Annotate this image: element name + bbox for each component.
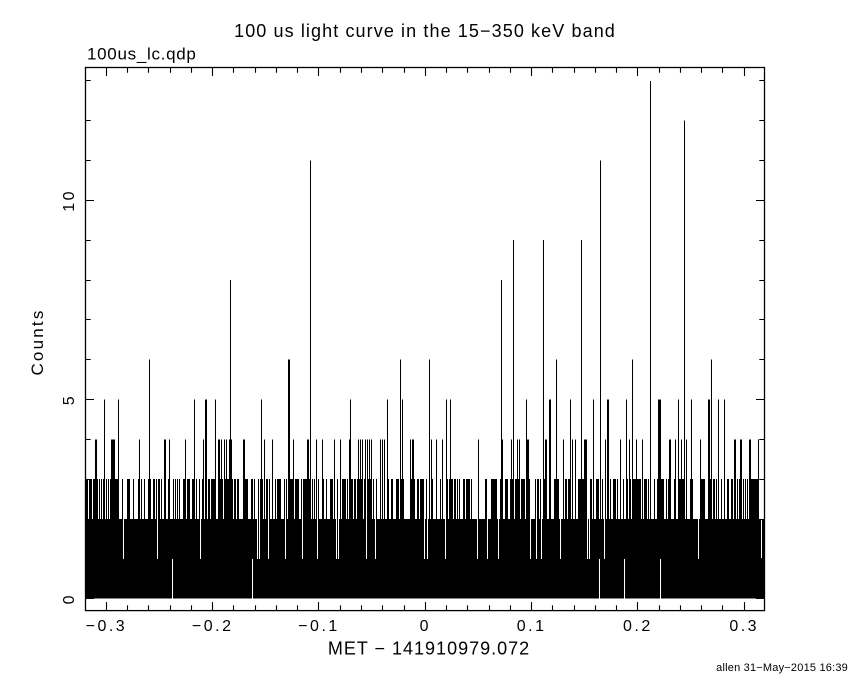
svg-text:0.2: 0.2 xyxy=(623,618,653,635)
svg-text:100 us light curve in the 15−3: 100 us light curve in the 15−350 keV ban… xyxy=(234,21,616,41)
svg-text:5: 5 xyxy=(61,394,78,405)
svg-text:0.3: 0.3 xyxy=(729,618,759,635)
svg-text:MET − 141910979.072: MET − 141910979.072 xyxy=(328,639,530,659)
svg-text:−0.1: −0.1 xyxy=(298,618,340,635)
svg-text:10: 10 xyxy=(61,189,78,212)
svg-text:0: 0 xyxy=(61,593,78,604)
svg-text:−0.2: −0.2 xyxy=(192,618,234,635)
svg-text:0: 0 xyxy=(420,618,431,635)
svg-text:allen 31−May−2015 16:39: allen 31−May−2015 16:39 xyxy=(716,662,848,674)
svg-text:100us_lc.qdp: 100us_lc.qdp xyxy=(87,44,197,63)
svg-text:0.1: 0.1 xyxy=(517,618,547,635)
svg-text:−0.3: −0.3 xyxy=(86,618,128,635)
svg-text:Counts: Counts xyxy=(28,308,47,375)
